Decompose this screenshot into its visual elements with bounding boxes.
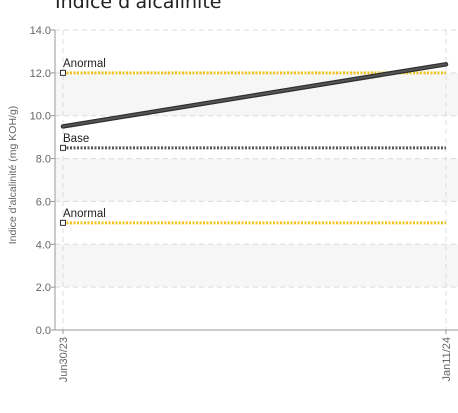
reference-label: Anormal [63, 208, 106, 220]
y-tick-label: 0.0 [36, 325, 51, 337]
y-tick-label: 8.0 [36, 154, 51, 166]
reference-marker [60, 219, 66, 226]
x-tick-label: Jan11/24 [441, 337, 453, 381]
reference-marker [60, 69, 66, 76]
y-axis-label: Indice d'alcalinité (mg KOH/g) [7, 106, 19, 245]
y-tick-label: 6.0 [36, 196, 51, 208]
y-tick-label: 10.0 [30, 111, 51, 123]
y-tick-label: 2.0 [36, 282, 51, 294]
background-band [55, 244, 458, 288]
x-ticks: Jun30/23 Jan11/24 [58, 330, 453, 382]
reference-label: Base [63, 133, 89, 145]
y-tick-label: 12.0 [30, 68, 51, 80]
background-bands [55, 72, 458, 288]
y-ticks: 0.0 2.0 4.0 6.0 8.0 10.0 12.0 14.0 [30, 25, 55, 337]
axes [54, 30, 458, 331]
reference-label: Anormal [63, 58, 106, 70]
data-point [61, 125, 65, 128]
data-point [444, 63, 448, 66]
reference-marker [60, 144, 66, 151]
y-tick-label: 4.0 [36, 239, 51, 251]
chart-title: Indice d'alcalinité [55, 0, 222, 13]
y-tick-label: 14.0 [30, 25, 51, 37]
background-band [55, 158, 458, 202]
series-line [62, 63, 447, 128]
series [60, 62, 449, 129]
x-tick-label: Jun30/23 [58, 337, 70, 382]
